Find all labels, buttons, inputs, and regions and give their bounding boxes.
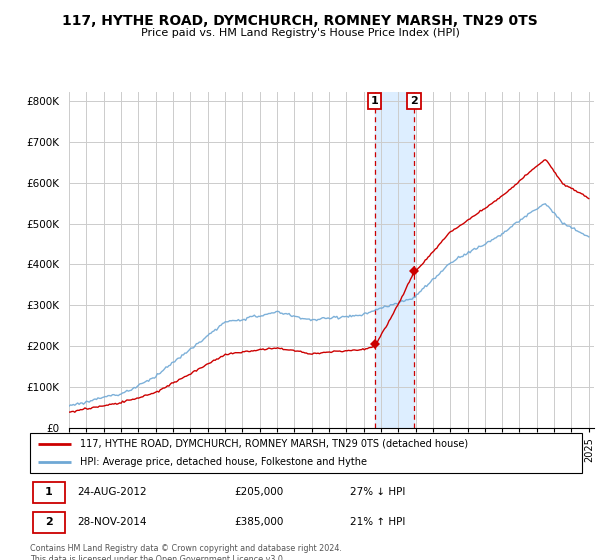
Text: 1: 1: [371, 96, 379, 106]
Text: 21% ↑ HPI: 21% ↑ HPI: [350, 517, 406, 528]
Text: Contains HM Land Registry data © Crown copyright and database right 2024.
This d: Contains HM Land Registry data © Crown c…: [30, 544, 342, 560]
Text: £205,000: £205,000: [234, 487, 283, 497]
Text: £385,000: £385,000: [234, 517, 284, 528]
FancyBboxPatch shape: [33, 512, 65, 533]
Text: 117, HYTHE ROAD, DYMCHURCH, ROMNEY MARSH, TN29 0TS: 117, HYTHE ROAD, DYMCHURCH, ROMNEY MARSH…: [62, 14, 538, 28]
Text: 1: 1: [45, 487, 53, 497]
Text: 2: 2: [410, 96, 418, 106]
Text: 28-NOV-2014: 28-NOV-2014: [77, 517, 146, 528]
Text: 2: 2: [45, 517, 53, 528]
Text: 27% ↓ HPI: 27% ↓ HPI: [350, 487, 406, 497]
Text: HPI: Average price, detached house, Folkestone and Hythe: HPI: Average price, detached house, Folk…: [80, 458, 367, 467]
FancyBboxPatch shape: [33, 482, 65, 503]
Text: 117, HYTHE ROAD, DYMCHURCH, ROMNEY MARSH, TN29 0TS (detached house): 117, HYTHE ROAD, DYMCHURCH, ROMNEY MARSH…: [80, 439, 468, 449]
FancyBboxPatch shape: [30, 433, 582, 473]
Text: 24-AUG-2012: 24-AUG-2012: [77, 487, 146, 497]
Text: Price paid vs. HM Land Registry's House Price Index (HPI): Price paid vs. HM Land Registry's House …: [140, 28, 460, 38]
Bar: [375, 92, 414, 428]
